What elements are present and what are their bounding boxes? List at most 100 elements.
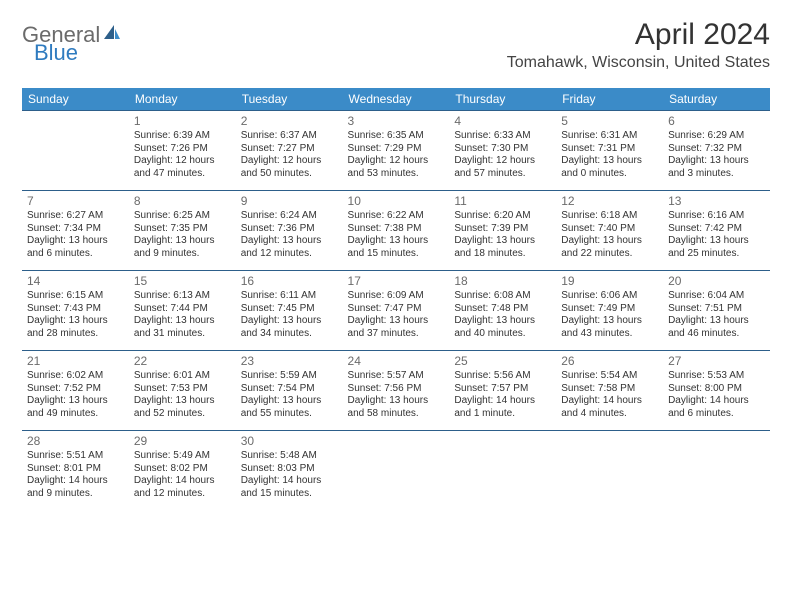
daylight-line: Daylight: 13 hours and 15 minutes.	[348, 235, 445, 260]
sunset-line: Sunset: 7:51 PM	[668, 303, 765, 316]
sunrise-line: Sunrise: 6:33 AM	[454, 130, 551, 143]
daylight-line: Daylight: 13 hours and 49 minutes.	[27, 395, 124, 420]
calendar-cell: 17Sunrise: 6:09 AMSunset: 7:47 PMDayligh…	[343, 271, 450, 351]
weekday-header: Tuesday	[236, 88, 343, 111]
daylight-line: Daylight: 13 hours and 3 minutes.	[668, 155, 765, 180]
calendar-cell: 30Sunrise: 5:48 AMSunset: 8:03 PMDayligh…	[236, 431, 343, 511]
calendar-cell: 10Sunrise: 6:22 AMSunset: 7:38 PMDayligh…	[343, 191, 450, 271]
calendar-cell	[22, 111, 129, 191]
daylight-line: Daylight: 13 hours and 52 minutes.	[134, 395, 231, 420]
day-number: 13	[668, 194, 765, 209]
day-number: 24	[348, 354, 445, 369]
sunrise-line: Sunrise: 6:18 AM	[561, 210, 658, 223]
day-number: 8	[134, 194, 231, 209]
sunrise-line: Sunrise: 5:51 AM	[27, 450, 124, 463]
sunrise-line: Sunrise: 6:25 AM	[134, 210, 231, 223]
day-number: 23	[241, 354, 338, 369]
day-number: 7	[27, 194, 124, 209]
day-number: 17	[348, 274, 445, 289]
sunset-line: Sunset: 7:32 PM	[668, 143, 765, 156]
daylight-line: Daylight: 14 hours and 4 minutes.	[561, 395, 658, 420]
calendar-cell: 1Sunrise: 6:39 AMSunset: 7:26 PMDaylight…	[129, 111, 236, 191]
calendar-cell: 16Sunrise: 6:11 AMSunset: 7:45 PMDayligh…	[236, 271, 343, 351]
weekday-header-row: Sunday Monday Tuesday Wednesday Thursday…	[22, 88, 770, 111]
sunset-line: Sunset: 7:38 PM	[348, 223, 445, 236]
weekday-header: Friday	[556, 88, 663, 111]
calendar-cell: 2Sunrise: 6:37 AMSunset: 7:27 PMDaylight…	[236, 111, 343, 191]
daylight-line: Daylight: 14 hours and 6 minutes.	[668, 395, 765, 420]
sunrise-line: Sunrise: 6:02 AM	[27, 370, 124, 383]
daylight-line: Daylight: 13 hours and 12 minutes.	[241, 235, 338, 260]
daylight-line: Daylight: 13 hours and 46 minutes.	[668, 315, 765, 340]
calendar-cell: 26Sunrise: 5:54 AMSunset: 7:58 PMDayligh…	[556, 351, 663, 431]
day-number: 9	[241, 194, 338, 209]
daylight-line: Daylight: 14 hours and 12 minutes.	[134, 475, 231, 500]
daylight-line: Daylight: 13 hours and 28 minutes.	[27, 315, 124, 340]
day-number: 29	[134, 434, 231, 449]
weekday-header: Monday	[129, 88, 236, 111]
daylight-line: Daylight: 14 hours and 15 minutes.	[241, 475, 338, 500]
daylight-line: Daylight: 13 hours and 9 minutes.	[134, 235, 231, 260]
sunrise-line: Sunrise: 5:54 AM	[561, 370, 658, 383]
daylight-line: Daylight: 13 hours and 43 minutes.	[561, 315, 658, 340]
calendar-week-row: 14Sunrise: 6:15 AMSunset: 7:43 PMDayligh…	[22, 271, 770, 351]
sunset-line: Sunset: 7:29 PM	[348, 143, 445, 156]
sunset-line: Sunset: 8:02 PM	[134, 463, 231, 476]
sunrise-line: Sunrise: 5:53 AM	[668, 370, 765, 383]
calendar-week-row: 21Sunrise: 6:02 AMSunset: 7:52 PMDayligh…	[22, 351, 770, 431]
daylight-line: Daylight: 13 hours and 58 minutes.	[348, 395, 445, 420]
daylight-line: Daylight: 13 hours and 34 minutes.	[241, 315, 338, 340]
daylight-line: Daylight: 13 hours and 31 minutes.	[134, 315, 231, 340]
sunset-line: Sunset: 7:40 PM	[561, 223, 658, 236]
sunset-line: Sunset: 7:44 PM	[134, 303, 231, 316]
logo-sail-icon	[102, 23, 122, 48]
sunset-line: Sunset: 7:39 PM	[454, 223, 551, 236]
sunrise-line: Sunrise: 6:15 AM	[27, 290, 124, 303]
sunset-line: Sunset: 7:53 PM	[134, 383, 231, 396]
sunset-line: Sunset: 7:27 PM	[241, 143, 338, 156]
day-number: 18	[454, 274, 551, 289]
day-number: 19	[561, 274, 658, 289]
day-number: 21	[27, 354, 124, 369]
daylight-line: Daylight: 14 hours and 1 minute.	[454, 395, 551, 420]
sunrise-line: Sunrise: 6:06 AM	[561, 290, 658, 303]
daylight-line: Daylight: 13 hours and 0 minutes.	[561, 155, 658, 180]
sunrise-line: Sunrise: 6:39 AM	[134, 130, 231, 143]
day-number: 27	[668, 354, 765, 369]
calendar-cell: 4Sunrise: 6:33 AMSunset: 7:30 PMDaylight…	[449, 111, 556, 191]
day-number: 14	[27, 274, 124, 289]
day-number: 10	[348, 194, 445, 209]
daylight-line: Daylight: 13 hours and 25 minutes.	[668, 235, 765, 260]
sunrise-line: Sunrise: 6:11 AM	[241, 290, 338, 303]
sunset-line: Sunset: 8:01 PM	[27, 463, 124, 476]
sunset-line: Sunset: 7:47 PM	[348, 303, 445, 316]
day-number: 12	[561, 194, 658, 209]
calendar-cell: 27Sunrise: 5:53 AMSunset: 8:00 PMDayligh…	[663, 351, 770, 431]
day-number: 16	[241, 274, 338, 289]
sunrise-line: Sunrise: 6:27 AM	[27, 210, 124, 223]
calendar-cell: 25Sunrise: 5:56 AMSunset: 7:57 PMDayligh…	[449, 351, 556, 431]
day-number: 2	[241, 114, 338, 129]
sunset-line: Sunset: 7:48 PM	[454, 303, 551, 316]
sunset-line: Sunset: 7:58 PM	[561, 383, 658, 396]
sunset-line: Sunset: 7:42 PM	[668, 223, 765, 236]
daylight-line: Daylight: 13 hours and 6 minutes.	[27, 235, 124, 260]
calendar-week-row: 1Sunrise: 6:39 AMSunset: 7:26 PMDaylight…	[22, 111, 770, 191]
sunset-line: Sunset: 7:52 PM	[27, 383, 124, 396]
calendar-cell	[343, 431, 450, 511]
sunrise-line: Sunrise: 6:13 AM	[134, 290, 231, 303]
sunrise-line: Sunrise: 5:48 AM	[241, 450, 338, 463]
sunset-line: Sunset: 7:35 PM	[134, 223, 231, 236]
sunrise-line: Sunrise: 6:16 AM	[668, 210, 765, 223]
daylight-line: Daylight: 12 hours and 47 minutes.	[134, 155, 231, 180]
calendar-cell: 21Sunrise: 6:02 AMSunset: 7:52 PMDayligh…	[22, 351, 129, 431]
calendar-cell: 9Sunrise: 6:24 AMSunset: 7:36 PMDaylight…	[236, 191, 343, 271]
sunset-line: Sunset: 7:56 PM	[348, 383, 445, 396]
sunset-line: Sunset: 7:49 PM	[561, 303, 658, 316]
day-number: 6	[668, 114, 765, 129]
calendar-cell: 14Sunrise: 6:15 AMSunset: 7:43 PMDayligh…	[22, 271, 129, 351]
calendar-cell: 23Sunrise: 5:59 AMSunset: 7:54 PMDayligh…	[236, 351, 343, 431]
calendar-cell: 19Sunrise: 6:06 AMSunset: 7:49 PMDayligh…	[556, 271, 663, 351]
sunset-line: Sunset: 7:57 PM	[454, 383, 551, 396]
daylight-line: Daylight: 13 hours and 55 minutes.	[241, 395, 338, 420]
